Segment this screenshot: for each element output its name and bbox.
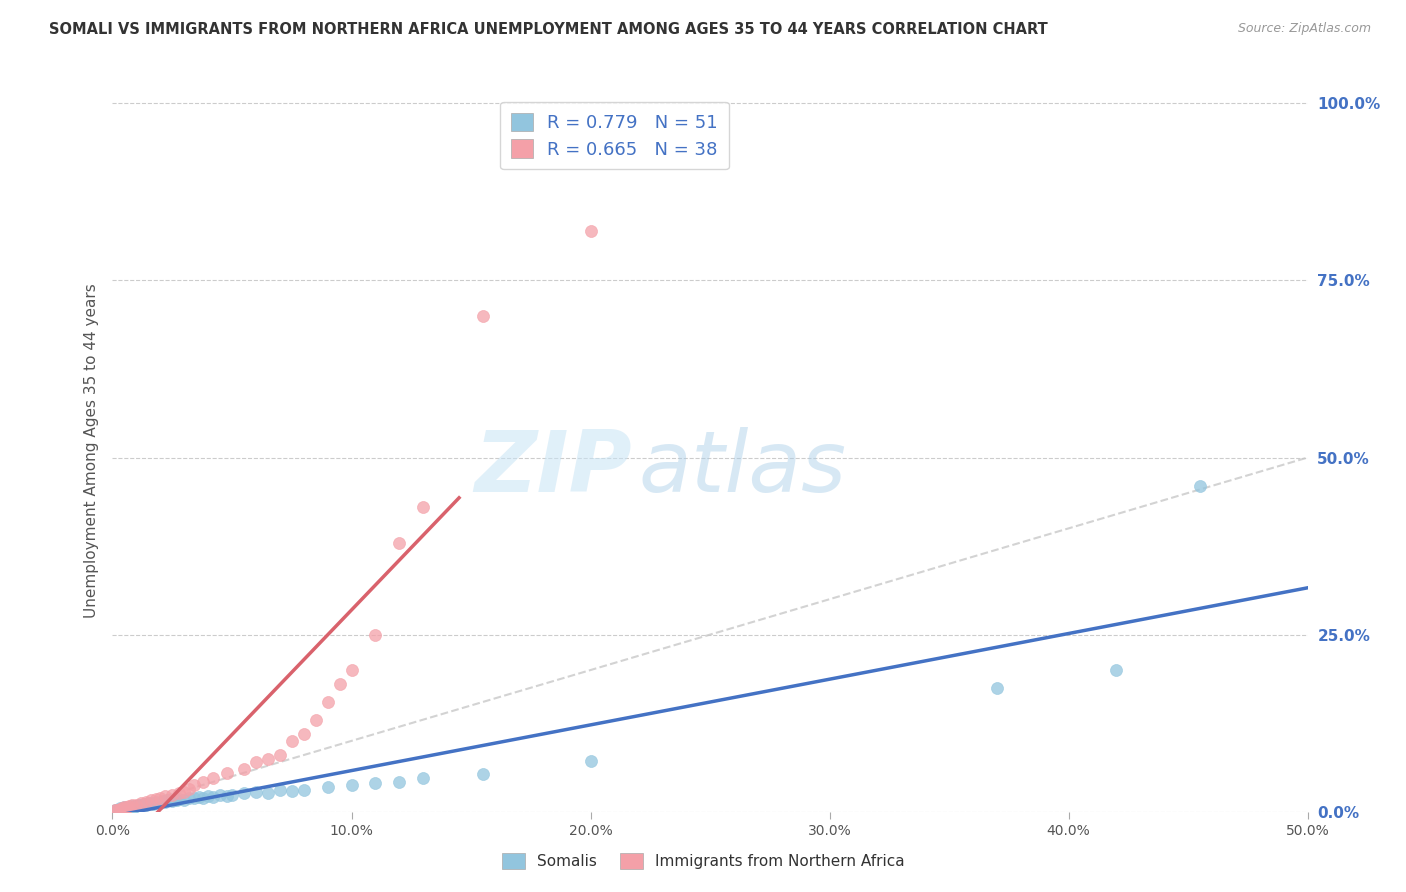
Point xyxy=(221,788,243,802)
Point xyxy=(121,799,143,814)
Point xyxy=(245,755,267,769)
Point xyxy=(472,767,495,781)
Point xyxy=(340,778,363,792)
Point xyxy=(163,793,186,807)
Point xyxy=(1105,663,1128,677)
Point xyxy=(128,798,150,813)
Point xyxy=(183,790,205,805)
Point xyxy=(105,803,128,817)
Point xyxy=(197,789,219,804)
Point xyxy=(364,627,387,641)
Text: SOMALI VS IMMIGRANTS FROM NORTHERN AFRICA UNEMPLOYMENT AMONG AGES 35 TO 44 YEARS: SOMALI VS IMMIGRANTS FROM NORTHERN AFRIC… xyxy=(49,22,1047,37)
Point xyxy=(217,789,239,804)
Point xyxy=(177,782,200,797)
Text: Source: ZipAtlas.com: Source: ZipAtlas.com xyxy=(1237,22,1371,36)
Point xyxy=(111,802,134,816)
Point xyxy=(104,803,127,817)
Point xyxy=(388,775,411,789)
Point xyxy=(129,797,152,812)
Legend: R = 0.779   N = 51, R = 0.665   N = 38: R = 0.779 N = 51, R = 0.665 N = 38 xyxy=(501,102,728,169)
Text: atlas: atlas xyxy=(638,427,846,510)
Point xyxy=(316,780,339,794)
Point xyxy=(162,788,183,802)
Point xyxy=(269,783,291,797)
Point xyxy=(169,786,191,800)
Point xyxy=(152,794,174,808)
Point xyxy=(169,792,191,806)
Point xyxy=(233,762,256,776)
Point xyxy=(138,796,160,810)
Point xyxy=(114,799,135,814)
Point xyxy=(986,681,1008,695)
Point xyxy=(108,802,131,816)
Point xyxy=(257,786,280,800)
Point xyxy=(329,677,352,691)
Point xyxy=(111,801,134,815)
Point xyxy=(145,795,167,809)
Legend: Somalis, Immigrants from Northern Africa: Somalis, Immigrants from Northern Africa xyxy=(495,847,911,875)
Point xyxy=(173,785,195,799)
Point xyxy=(1189,479,1212,493)
Text: ZIP: ZIP xyxy=(475,427,633,510)
Point xyxy=(412,771,434,785)
Point xyxy=(579,754,602,768)
Point xyxy=(149,796,172,810)
Point xyxy=(245,785,267,799)
Point xyxy=(388,535,411,549)
Point xyxy=(281,784,304,798)
Y-axis label: Unemployment Among Ages 35 to 44 years: Unemployment Among Ages 35 to 44 years xyxy=(83,283,98,618)
Point xyxy=(316,695,339,709)
Point xyxy=(162,794,183,808)
Point xyxy=(129,796,152,810)
Point xyxy=(104,803,127,817)
Point xyxy=(412,500,434,515)
Point xyxy=(269,747,291,762)
Point xyxy=(177,791,200,805)
Point xyxy=(139,796,162,810)
Point xyxy=(209,789,232,803)
Point xyxy=(105,803,128,817)
Point xyxy=(118,799,141,814)
Point xyxy=(145,792,167,806)
Point xyxy=(156,793,179,807)
Point xyxy=(122,799,145,814)
Point xyxy=(125,799,148,814)
Point xyxy=(153,795,176,809)
Point xyxy=(292,782,315,797)
Point xyxy=(193,775,215,789)
Point xyxy=(114,800,135,814)
Point xyxy=(173,793,195,807)
Point xyxy=(135,797,157,812)
Point xyxy=(281,734,304,748)
Point xyxy=(193,790,215,805)
Point xyxy=(166,793,188,807)
Point xyxy=(108,801,131,815)
Point xyxy=(142,797,165,811)
Point xyxy=(139,793,162,807)
Point xyxy=(233,786,256,800)
Point xyxy=(472,309,495,323)
Point xyxy=(201,771,224,785)
Point xyxy=(118,801,141,815)
Point xyxy=(201,789,224,804)
Point xyxy=(183,778,205,792)
Point xyxy=(292,727,315,741)
Point xyxy=(125,797,148,812)
Point xyxy=(340,663,363,677)
Point xyxy=(115,800,138,814)
Point xyxy=(579,224,602,238)
Point xyxy=(149,790,172,805)
Point xyxy=(132,797,155,811)
Point xyxy=(153,789,176,804)
Point xyxy=(121,798,143,813)
Point xyxy=(364,776,387,790)
Point xyxy=(217,765,239,780)
Point xyxy=(257,751,280,765)
Point xyxy=(305,713,328,727)
Point xyxy=(187,789,209,804)
Point xyxy=(135,795,157,809)
